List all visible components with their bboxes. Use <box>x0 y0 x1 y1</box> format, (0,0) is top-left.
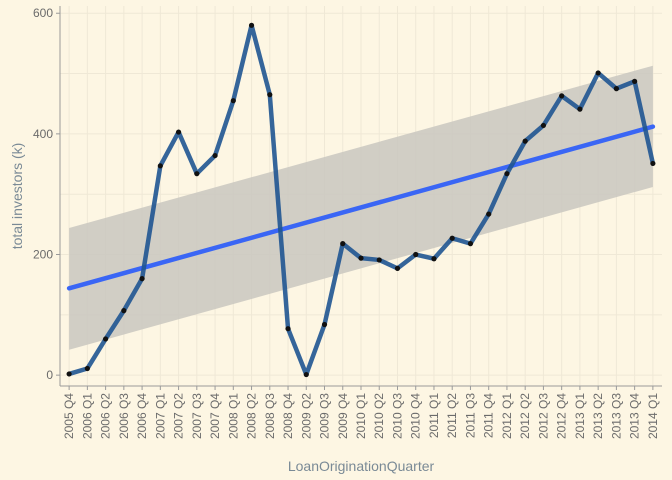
data-point <box>212 152 218 159</box>
data-point <box>66 371 72 377</box>
x-axis-title: LoanOriginationQuarter <box>288 458 435 474</box>
x-tick-label: 2010 Q3 <box>390 393 404 439</box>
x-tick-label: 2008 Q1 <box>226 393 240 439</box>
x-ticks: 2005 Q4 2006 Q1 2006 Q2 2006 Q3 2006 Q4 2007 … <box>62 386 660 439</box>
x-tick-label: 2009 Q3 <box>318 393 332 439</box>
data-point <box>121 308 127 314</box>
x-tick-label: 2011 Q1 <box>427 393 441 438</box>
data-point <box>431 256 437 262</box>
y-ticks: 0 200 400 600 <box>33 6 60 382</box>
data-point <box>267 92 273 98</box>
data-point <box>559 93 565 99</box>
y-tick-label: 400 <box>33 127 53 141</box>
data-point <box>103 336 109 342</box>
x-tick-label: 2010 Q4 <box>409 393 423 439</box>
trend-line <box>66 124 656 291</box>
data-point <box>175 129 182 135</box>
x-tick-label: 2006 Q3 <box>117 393 131 439</box>
x-tick-label: 2006 Q2 <box>99 393 113 439</box>
x-tick-label: 2007 Q3 <box>190 393 204 439</box>
x-tick-label: 2012 Q1 <box>500 393 514 439</box>
x-tick-label: 2011 Q3 <box>463 393 477 438</box>
data-point <box>413 251 419 258</box>
data-point <box>504 171 510 177</box>
data-point <box>650 160 656 167</box>
data-point <box>157 163 163 169</box>
y-tick-label: 0 <box>46 368 53 382</box>
data-point <box>285 326 291 332</box>
x-tick-label: 2009 Q4 <box>336 393 350 439</box>
y-tick-label: 600 <box>33 6 53 20</box>
data-point <box>321 321 328 328</box>
x-tick-label: 2008 Q4 <box>281 393 295 439</box>
x-tick-label: 2012 Q4 <box>555 393 569 439</box>
x-tick-label: 2010 Q2 <box>372 393 386 439</box>
x-tick-label: 2013 Q1 <box>573 393 587 439</box>
x-tick-label: 2014 Q1 <box>646 393 660 439</box>
x-tick-label: 2012 Q2 <box>518 393 532 439</box>
data-point <box>139 276 145 282</box>
x-tick-label: 2013 Q2 <box>591 393 605 439</box>
data-point <box>230 98 236 104</box>
x-tick-label: 2007 Q1 <box>153 393 167 439</box>
x-tick-label: 2011 Q4 <box>482 393 496 438</box>
data-point <box>303 371 309 378</box>
data-points <box>66 22 656 378</box>
data-point <box>577 106 583 112</box>
x-tick-label: 2009 Q2 <box>299 393 313 439</box>
x-tick-label: 2013 Q4 <box>628 393 642 439</box>
data-point <box>632 78 638 84</box>
data-point <box>486 211 492 217</box>
data-point <box>84 365 90 372</box>
x-tick-label: 2008 Q2 <box>245 393 259 439</box>
x-tick-label: 2013 Q3 <box>609 393 623 439</box>
data-point <box>376 257 382 263</box>
y-axis-title: total investors (k) <box>9 143 25 250</box>
x-tick-label: 2012 Q3 <box>536 393 550 439</box>
data-point <box>467 241 474 247</box>
data-point <box>595 70 601 76</box>
x-tick-label: 2011 Q2 <box>445 393 459 438</box>
y-tick-label: 200 <box>33 248 53 262</box>
data-point <box>248 22 255 28</box>
data-point <box>340 241 346 247</box>
x-tick-label: 2007 Q2 <box>172 393 186 439</box>
data-point <box>540 122 547 129</box>
data-point <box>194 171 200 177</box>
x-tick-label: 2006 Q1 <box>80 393 94 439</box>
data-point <box>613 86 619 92</box>
x-tick-label: 2010 Q1 <box>354 393 368 439</box>
x-tick-label: 2008 Q3 <box>263 393 277 439</box>
data-point <box>394 265 401 271</box>
x-tick-label: 2005 Q4 <box>62 393 76 439</box>
x-tick-label: 2006 Q4 <box>135 393 149 439</box>
data-point <box>522 138 528 144</box>
x-tick-label: 2007 Q4 <box>208 393 222 439</box>
data-point <box>358 255 364 261</box>
data-point <box>449 235 455 241</box>
